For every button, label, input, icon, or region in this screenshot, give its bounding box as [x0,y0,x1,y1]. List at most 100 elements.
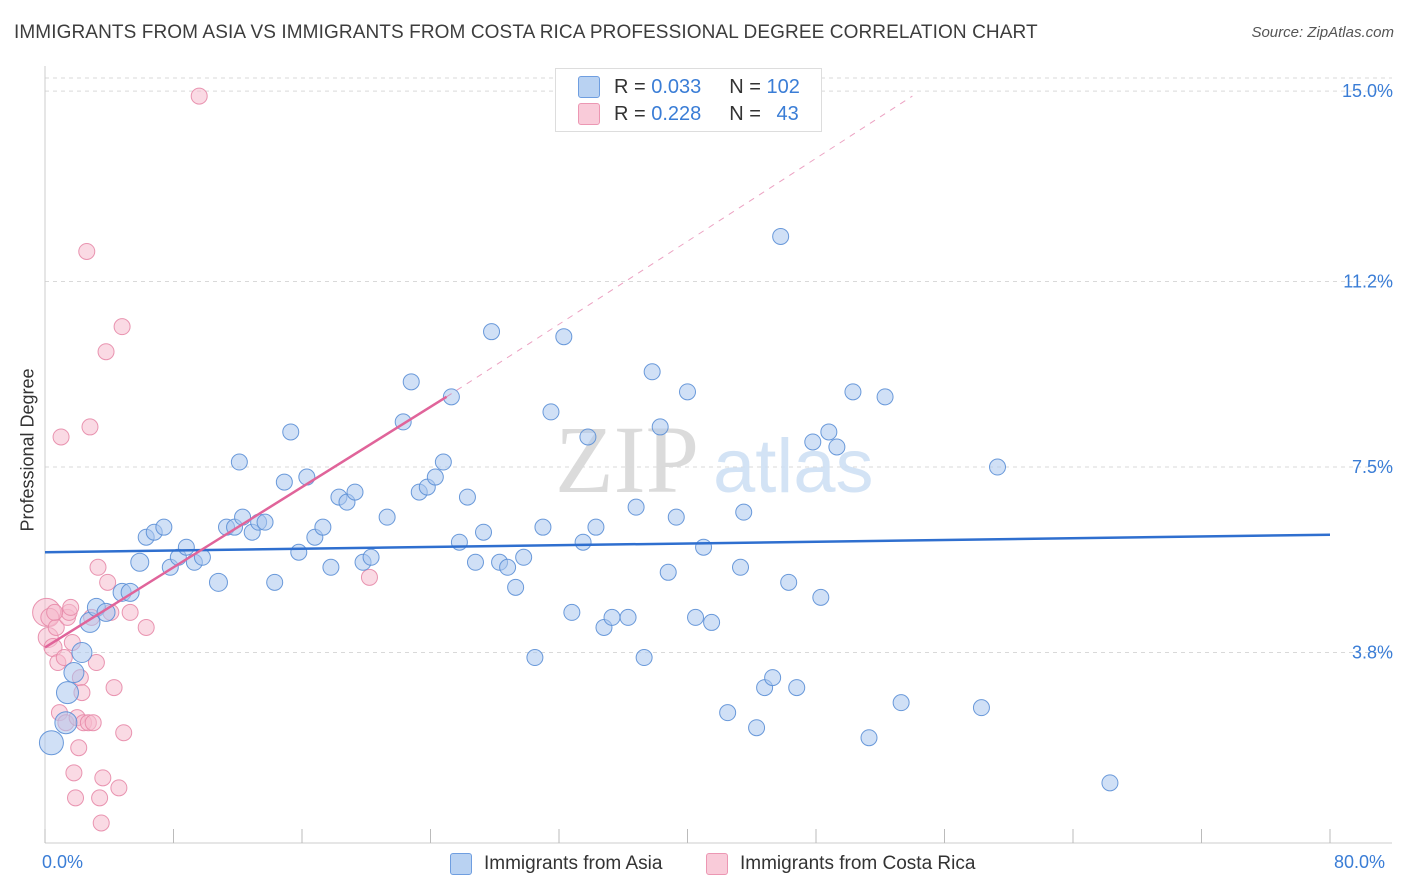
y-axis-label: Professional Degree [17,368,38,532]
costa-rica-point [46,603,64,621]
asia-point [466,553,484,571]
costa-rica-point [99,573,117,591]
asia-trend-line [44,533,1331,554]
asia-point [475,523,493,541]
asia-point [155,518,173,536]
costa-rica-point [52,428,70,446]
asia-point [687,608,705,626]
asia-point [230,453,248,471]
asia-point [515,548,533,566]
bottom-legend-asia[interactable]: Immigrants from Asia [450,851,662,877]
asia-point [314,518,332,536]
asia-point [643,363,661,381]
asia-point [290,543,308,561]
source-label: Source: ZipAtlas.com [1251,24,1394,41]
costa-rica-point [113,318,131,336]
asia-point [892,694,910,712]
asia-point [732,558,750,576]
axes [44,66,1392,844]
bottom-cr-label: Immigrants from Costa Rica [740,853,976,874]
asia-point [55,681,79,705]
costa-rica-trend-extension [446,95,913,398]
legend-cr-r-label: R = [614,102,646,125]
asia-point [177,538,195,556]
asia-point [972,699,990,717]
asia-point [1101,774,1119,792]
asia-point [266,573,284,591]
x-tick-max: 80.0% [1334,852,1386,872]
costa-rica-point [97,343,115,361]
y-tick-label: 15.0% [1342,81,1393,101]
asia-point [362,548,380,566]
asia-point [780,573,798,591]
asia-point [402,373,420,391]
asia-point [322,558,340,576]
asia-point [130,552,150,572]
x-tick-min: 0.0% [42,852,84,872]
gridlines [45,77,1392,654]
legend-asia-n-label: N = [729,75,761,98]
costa-rica-point [115,724,133,742]
y-tick-label: 11.2% [1343,272,1393,292]
asia-point [555,328,573,346]
legend-cr-n-value: 43 [776,102,799,125]
asia-point [748,719,766,737]
costa-rica-point [110,779,128,797]
legend-asia-r-value: 0.033 [651,75,702,98]
bottom-asia-label: Immigrants from Asia [484,853,663,874]
costa-rica-point [91,789,109,807]
asia-point [542,403,560,421]
costa-rica-point [87,654,105,672]
asia-point [434,453,452,471]
asia-point [426,468,444,486]
asia-point [499,558,517,576]
asia-point [534,518,552,536]
legend-asia-r-label: R = [614,75,646,98]
asia-point [71,642,93,664]
asia-point [574,533,592,551]
asia-point [844,383,862,401]
costa-rica-point [190,87,208,105]
y-axis-label-wrap: Professional Degree [10,300,46,600]
asia-point [695,538,713,556]
costa-rica-points [32,87,378,832]
bottom-legend-costa-rica[interactable]: Immigrants from Costa Rica [706,851,975,877]
asia-point [804,433,822,451]
costa-rica-point [67,789,85,807]
legend-row-asia: R = 0.033 N = 102 [556,74,800,100]
costa-rica-point [89,558,107,576]
asia-point [651,418,669,436]
costa-rica-point [84,714,102,732]
asia-point [679,383,696,401]
y-tick-label: 3.8% [1352,643,1393,663]
y-tick-labels: 3.8% 7.5% 11.2% 15.0% [1342,81,1393,662]
asia-point [256,513,274,531]
watermark-atlas: atlas [713,424,874,509]
costa-rica-point [55,649,73,667]
costa-rica-point [70,739,88,757]
costa-rica-point [360,568,378,586]
bottom-asia-swatch [450,853,472,875]
legend-cr-n-label: N = [729,102,761,125]
asia-point [63,662,85,684]
asia-point [719,704,737,722]
asia-swatch [578,76,600,98]
asia-point [828,438,846,456]
y-tick-label: 7.5% [1352,457,1393,477]
costa-rica-point [78,242,96,260]
asia-point [587,518,605,536]
asia-point [603,608,621,626]
asia-point [563,603,581,621]
watermark-zip: ZIP [555,406,699,513]
asia-point [619,608,637,626]
asia-point [275,473,293,491]
asia-point [282,423,300,441]
costa-rica-point [92,814,110,832]
asia-point [54,711,78,735]
chart-title: IMMIGRANTS FROM ASIA VS IMMIGRANTS FROM … [14,22,1038,43]
costa-rica-point [121,603,139,621]
asia-point [635,649,653,667]
costa-rica-swatch [578,103,600,125]
legend-row-costa-rica: R = 0.228 N = 43 [556,101,799,127]
